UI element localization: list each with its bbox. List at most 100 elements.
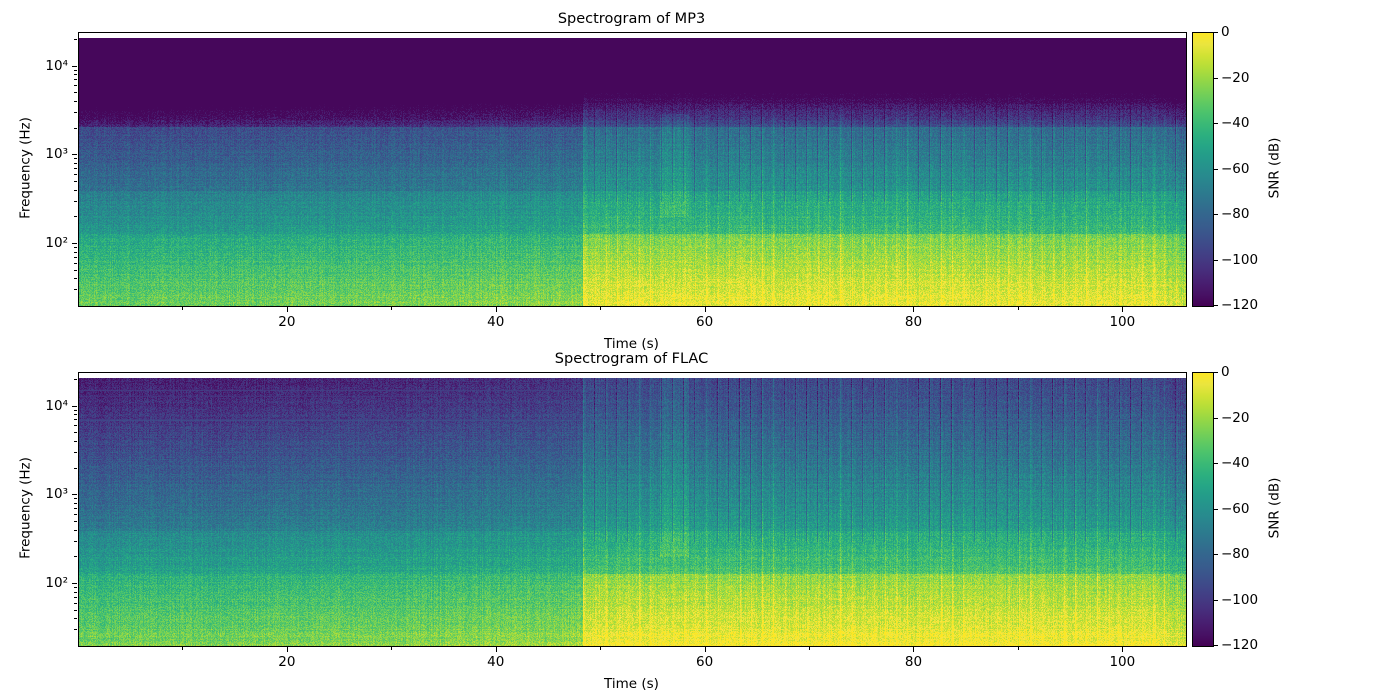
y-axis-minor-tick — [73, 158, 77, 160]
y-axis-minor-tick — [73, 467, 77, 469]
colorbar-flac — [1192, 372, 1214, 647]
x-axis-major-tick — [495, 646, 497, 652]
x-axis-tick-label: 40 — [487, 654, 505, 670]
x-axis-minor-tick — [1017, 646, 1019, 650]
y-axis-minor-tick — [73, 181, 77, 183]
y-axis-minor-tick — [73, 556, 77, 558]
y-axis-minor-tick — [73, 278, 77, 280]
x-axis-minor-tick — [809, 646, 811, 650]
y-axis-tick-label: 10² — [45, 575, 68, 592]
colorbar-label-flac: SNR (dB) — [1266, 477, 1282, 538]
colorbar-tick — [1214, 508, 1218, 510]
y-axis-minor-tick — [73, 609, 77, 611]
colorbar-tick — [1214, 168, 1218, 170]
x-axis-tick-label: 80 — [904, 314, 923, 330]
y-axis-minor-tick — [73, 432, 77, 434]
panel-mp3: Spectrogram of MP3 Frequency (Hz) Time (… — [0, 0, 1400, 352]
y-axis-minor-tick — [73, 419, 77, 421]
y-axis-major-tick — [71, 494, 77, 496]
y-axis-tick-label: 10³ — [45, 146, 68, 163]
x-axis-tick-label: 40 — [487, 314, 505, 330]
y-axis-minor-tick — [73, 162, 77, 164]
y-axis-minor-tick — [73, 440, 77, 442]
colorbar-mp3 — [1192, 32, 1214, 307]
y-axis-minor-tick — [73, 200, 77, 202]
colorbar-tick-label: 0 — [1221, 24, 1230, 40]
x-axis-minor-tick — [1017, 306, 1019, 310]
y-axis-minor-tick — [73, 452, 77, 454]
spectrogram-canvas-mp3 — [79, 33, 1186, 306]
y-axis-minor-tick — [73, 168, 77, 170]
x-axis-minor-tick — [600, 306, 602, 310]
colorbar-tick-label: −60 — [1221, 160, 1250, 177]
colorbar-tick — [1214, 554, 1218, 555]
y-axis-minor-tick — [73, 529, 77, 531]
colorbar-tick-label: −80 — [1221, 206, 1250, 222]
x-axis-minor-tick — [809, 306, 811, 310]
y-axis-minor-tick — [73, 69, 77, 71]
colorbar-tick — [1214, 123, 1218, 124]
x-axis-tick-label: 100 — [1109, 654, 1136, 670]
colorbar-tick-label: −100 — [1221, 591, 1259, 608]
colorbar-tick — [1214, 463, 1218, 464]
y-axis-minor-tick — [73, 269, 77, 271]
y-axis-minor-tick — [73, 289, 77, 291]
y-axis-minor-tick — [73, 79, 77, 81]
colorbar-tick — [1214, 305, 1218, 306]
y-axis-minor-tick — [73, 85, 77, 87]
y-axis-minor-tick — [73, 189, 77, 191]
x-axis-tick-label: 60 — [696, 654, 714, 670]
y-axis-minor-tick — [73, 618, 77, 620]
y-axis-minor-tick — [73, 74, 77, 76]
colorbar-tick-label: −100 — [1221, 251, 1259, 268]
y-axis-minor-tick — [73, 414, 77, 416]
y-axis-tick-label: 10² — [45, 235, 68, 252]
colorbar-tick — [1214, 372, 1218, 373]
x-axis-tick-label: 20 — [278, 654, 296, 670]
y-axis-minor-tick — [73, 508, 77, 510]
x-axis-label-mp3: Time (s) — [604, 336, 659, 352]
y-axis-minor-tick — [73, 379, 77, 381]
y-axis-major-tick — [71, 154, 77, 156]
x-axis-major-tick — [704, 646, 706, 652]
y-axis-minor-tick — [73, 256, 77, 258]
colorbar-tick-label: −60 — [1221, 500, 1250, 517]
x-axis-major-tick — [1122, 306, 1124, 312]
y-axis-minor-tick — [73, 100, 77, 102]
colorbar-tick — [1214, 32, 1218, 33]
colorbar-tick — [1214, 645, 1218, 646]
y-axis-tick-label: 10⁴ — [45, 397, 68, 414]
y-axis-major-tick — [71, 405, 77, 407]
colorbar-tick-label: 0 — [1221, 364, 1230, 380]
y-axis-minor-tick — [73, 502, 77, 504]
colorbar-tick — [1214, 417, 1218, 419]
x-axis-major-tick — [286, 646, 288, 652]
colorbar-tick-label: −20 — [1221, 409, 1250, 426]
x-axis-tick-label: 100 — [1109, 314, 1136, 330]
x-axis-label-flac: Time (s) — [604, 676, 659, 692]
x-axis-minor-tick — [391, 306, 393, 310]
x-axis-minor-tick — [182, 646, 184, 650]
y-axis-minor-tick — [73, 521, 77, 523]
y-axis-minor-tick — [73, 587, 77, 589]
x-axis-major-tick — [1122, 646, 1124, 652]
colorbar-tick-label: −40 — [1221, 115, 1250, 131]
y-axis-minor-tick — [73, 39, 77, 41]
colorbar-tick — [1214, 599, 1218, 601]
colorbar-tick-label: −20 — [1221, 69, 1250, 86]
y-axis-minor-tick — [73, 247, 77, 249]
x-axis-minor-tick — [600, 646, 602, 650]
y-axis-major-tick — [71, 65, 77, 67]
x-axis-major-tick — [913, 306, 915, 312]
spectrogram-plot-mp3 — [78, 32, 1187, 307]
x-axis-tick-label: 60 — [696, 314, 714, 330]
colorbar-tick-label: −120 — [1221, 637, 1259, 653]
x-axis-major-tick — [495, 306, 497, 312]
y-axis-minor-tick — [73, 127, 77, 129]
spectrogram-plot-flac — [78, 372, 1187, 647]
x-axis-major-tick — [286, 306, 288, 312]
y-axis-minor-tick — [73, 514, 77, 516]
y-axis-minor-tick — [73, 425, 77, 427]
y-axis-minor-tick — [73, 251, 77, 253]
